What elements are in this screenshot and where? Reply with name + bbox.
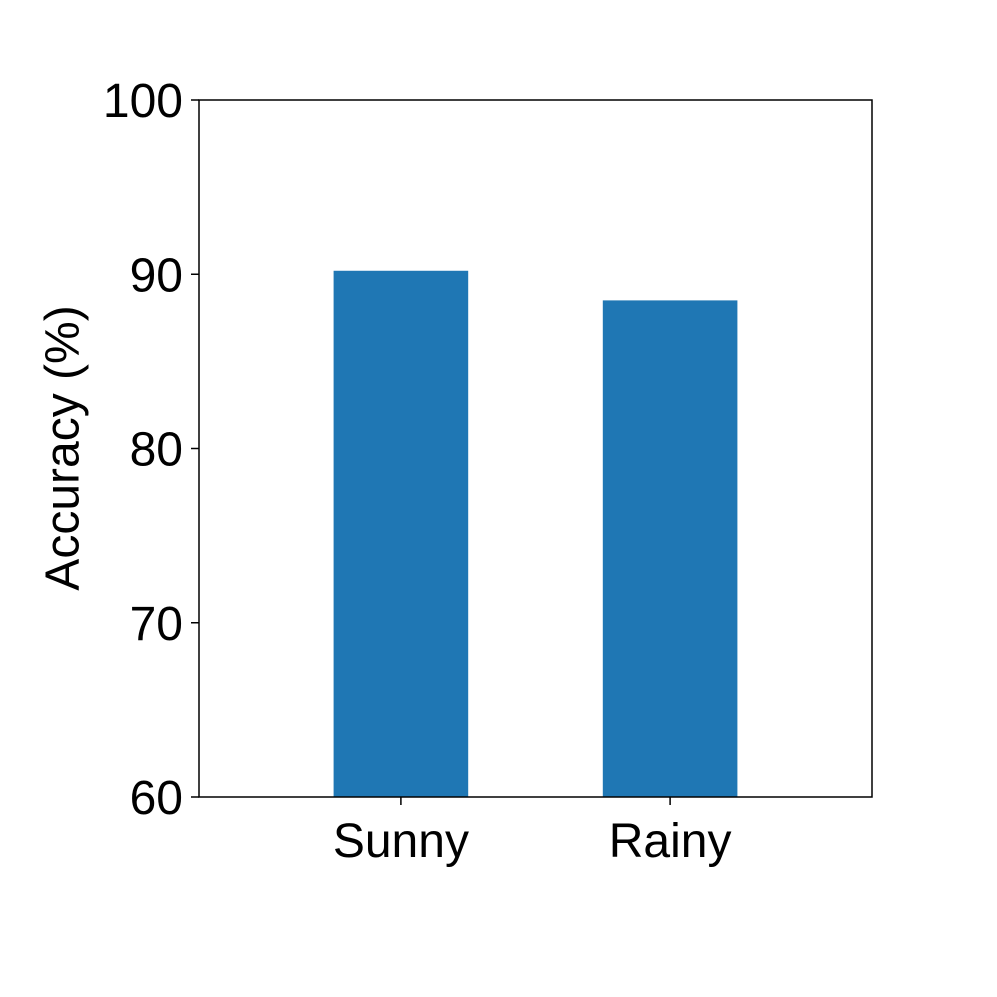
y-tick-label: 90	[130, 249, 183, 302]
x-tick-label: Sunny	[333, 815, 469, 868]
y-tick-label: 70	[130, 598, 183, 651]
plot-frame	[198, 99, 873, 798]
bar	[333, 270, 469, 797]
y-tick-label: 100	[103, 75, 183, 128]
bar	[602, 300, 738, 797]
y-axis-label: Accuracy (%)	[37, 305, 90, 590]
y-tick-label: 80	[130, 424, 183, 477]
x-tick-label: Rainy	[609, 815, 732, 868]
y-tick-label: 60	[130, 772, 183, 825]
